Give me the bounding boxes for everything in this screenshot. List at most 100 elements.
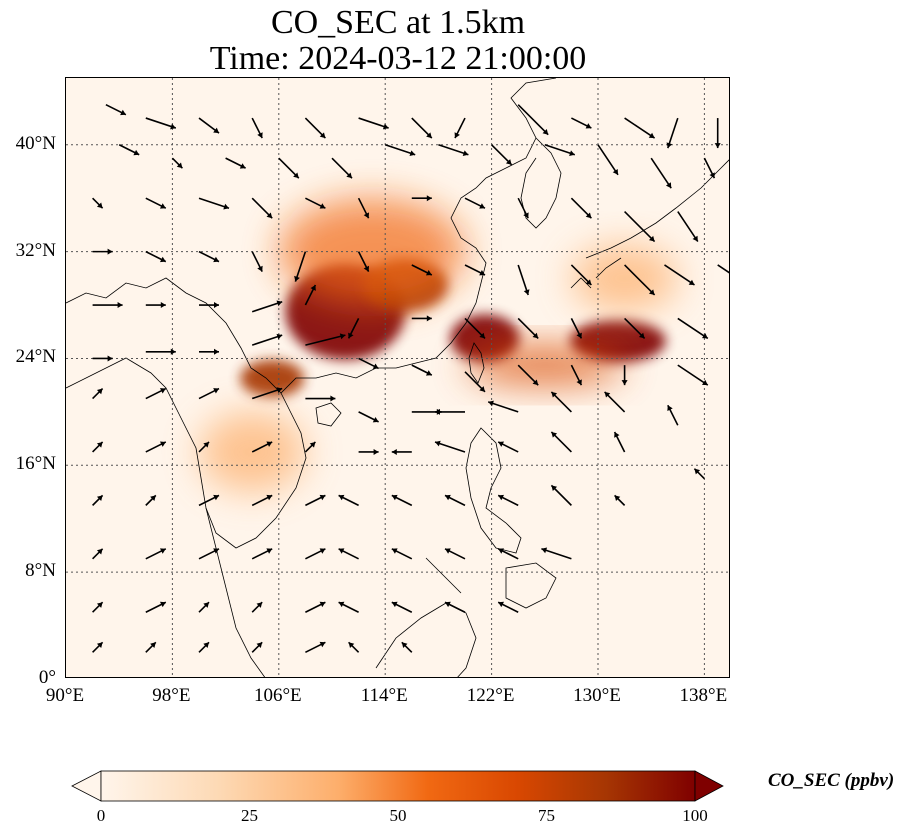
coastline-mindanao (505, 562, 557, 609)
wind-arrow (624, 264, 656, 296)
wind-arrow (411, 117, 433, 139)
wind-arrow (145, 441, 167, 453)
wind-arrow (304, 117, 326, 139)
wind-arrow (357, 197, 370, 219)
wind-arrow (251, 387, 283, 400)
wind-arrow (105, 103, 127, 116)
colorbar-tick-label: 75 (538, 806, 555, 825)
wind-arrow (199, 348, 219, 355)
wind-arrow (304, 441, 316, 453)
wind-arrow (145, 117, 177, 130)
wind-arrow (434, 440, 466, 453)
wind-vectors (92, 103, 729, 654)
wind-arrow (145, 250, 167, 263)
wind-arrow (624, 210, 656, 243)
wind-arrow (497, 601, 519, 613)
wind-arrow (251, 251, 263, 272)
coastline-asia-mainland (66, 78, 557, 394)
wind-arrow (251, 441, 273, 453)
wind-arrow (92, 197, 104, 209)
wind-arrow (550, 391, 572, 413)
coastlines (66, 78, 729, 677)
wind-arrow (305, 333, 346, 346)
wind-arrow (570, 318, 583, 339)
lat-tick-label: 8°N (25, 560, 56, 582)
wind-arrow (570, 264, 592, 286)
wind-arrow (251, 117, 263, 139)
wind-arrow (464, 264, 486, 276)
wind-arrow (571, 117, 592, 129)
wind-arrow (145, 601, 167, 613)
lon-tick-label: 114°E (360, 685, 408, 706)
wind-arrow (171, 157, 183, 169)
wind-arrow (118, 144, 140, 156)
wind-arrow (677, 211, 699, 242)
wind-arrow (667, 404, 679, 426)
wind-arrow (251, 333, 283, 346)
wind-arrow (145, 641, 157, 653)
wind-arrow (677, 317, 709, 340)
wind-arrow (714, 118, 721, 149)
wind-arrow (597, 144, 619, 176)
wind-arrow (570, 364, 583, 386)
wind-arrow (145, 197, 167, 209)
wind-arrow (278, 157, 300, 179)
wind-arrow (198, 548, 220, 560)
wind-arrow (145, 494, 157, 506)
wind-arrow (677, 364, 709, 386)
lon-tick-label: 90°E (45, 685, 85, 706)
wind-arrow (225, 157, 246, 169)
coastline-borneo (375, 602, 477, 677)
wind-arrow (304, 284, 317, 306)
wind-arrow (391, 548, 413, 560)
coastline-hainan (315, 402, 342, 427)
wind-arrow (444, 601, 466, 613)
outflow-band (465, 345, 625, 386)
wind-arrow (517, 104, 549, 136)
wind-arrow (145, 387, 167, 400)
wind-arrow (411, 195, 432, 202)
wind-arrow (358, 117, 389, 130)
wind-arrow (358, 357, 379, 370)
lon-tick-label: 138°E (679, 685, 728, 706)
lat-tick-label: 16°N (15, 453, 56, 475)
wind-arrow (604, 391, 626, 413)
wind-arrow (517, 264, 530, 296)
colorbar-tick-label: 25 (241, 806, 258, 825)
wind-arrow (517, 197, 529, 219)
wind-arrow (92, 302, 123, 309)
wind-arrow (92, 248, 113, 255)
lat-tick-label: 40°N (15, 132, 56, 154)
wind-arrow (294, 251, 307, 282)
colorbar-label: CO_SEC (ppbv) (768, 770, 895, 791)
colorbar-tick-label: 100 (682, 806, 708, 825)
wind-arrow (305, 641, 326, 654)
wind-arrow (198, 441, 210, 453)
wind-arrow (444, 548, 466, 560)
wind-arrow (305, 395, 336, 402)
wind-arrow (198, 601, 210, 613)
colorbar-gradient (100, 770, 696, 802)
wind-arrow (347, 318, 360, 339)
wind-arrow (145, 348, 176, 355)
wind-arrow (198, 494, 220, 507)
wind-arrow (411, 315, 432, 322)
japan-haze (571, 244, 678, 312)
wind-arrow (650, 157, 672, 189)
wind-arrow (517, 317, 539, 339)
lat-tick-label: 32°N (15, 239, 56, 261)
wind-arrow (348, 641, 360, 653)
wind-arrow (251, 601, 263, 613)
wind-arrow (624, 317, 646, 339)
wind-arrow (717, 264, 729, 274)
wind-arrow (401, 641, 413, 653)
wind-arrow (338, 494, 359, 507)
colorbar (71, 770, 724, 802)
wind-arrow (550, 431, 572, 453)
lon-tick-label: 130°E (573, 685, 621, 706)
wind-arrow (338, 548, 359, 560)
wind-arrow (517, 364, 539, 386)
coastline-luzon (465, 427, 522, 554)
wind-arrow (145, 548, 167, 560)
colorbar-tick-label: 50 (389, 806, 407, 825)
